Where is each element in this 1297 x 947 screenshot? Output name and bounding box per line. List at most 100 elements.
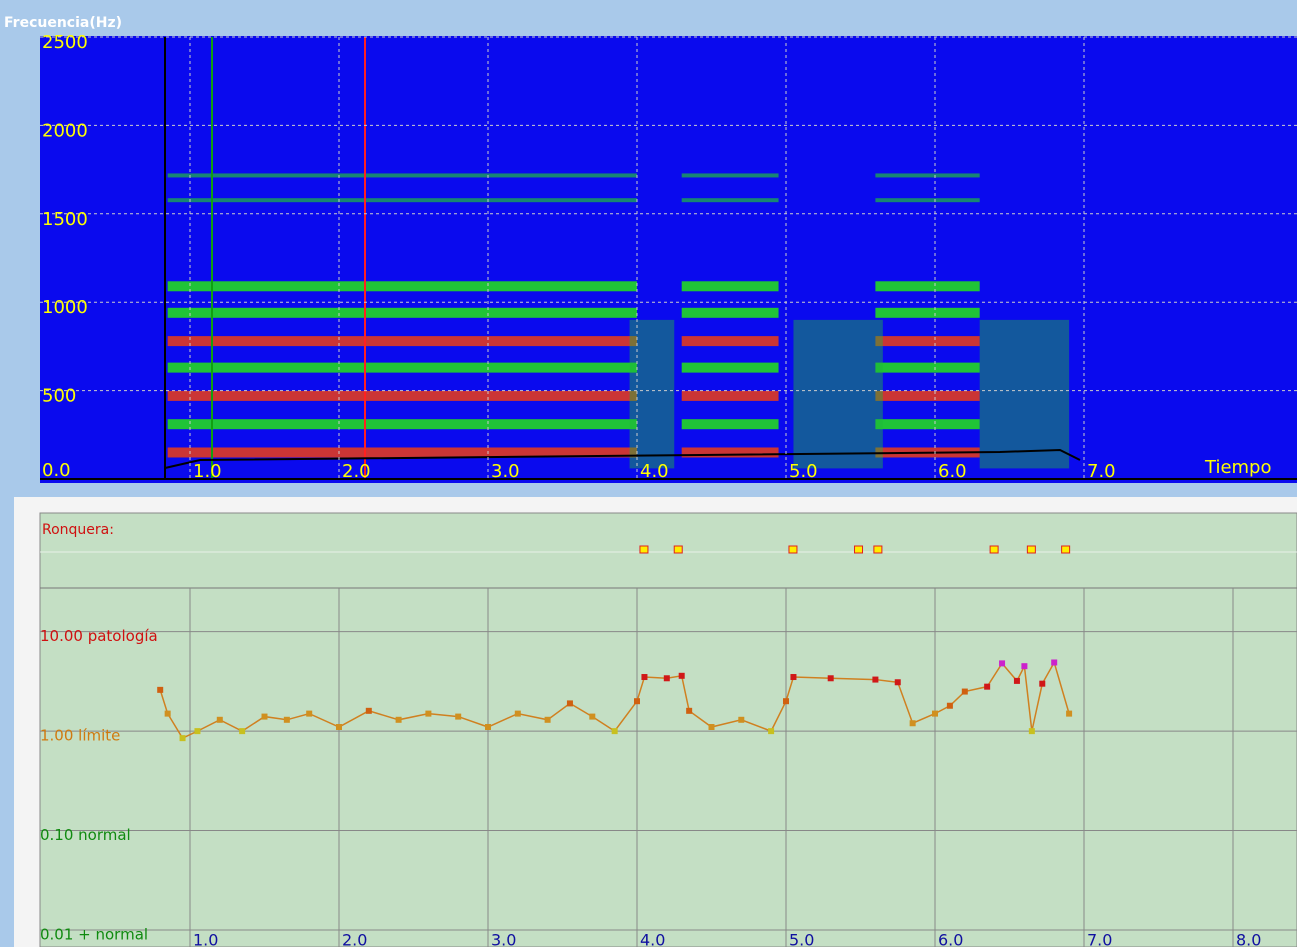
x-tick-label: 7.0: [1087, 931, 1112, 947]
hoarseness-point: [611, 728, 618, 735]
harmonic: [681, 362, 779, 373]
hoarseness-point: [566, 700, 573, 707]
y-tick-label: 0.10 normal: [40, 826, 131, 844]
harmonic: [875, 307, 980, 318]
harmonic: [167, 336, 637, 347]
hoarseness-label: Ronquera:: [42, 522, 114, 538]
harmonic: [167, 447, 637, 458]
hoarseness-event: [1061, 545, 1071, 554]
harmonic: [681, 419, 779, 430]
hoarseness-point: [164, 710, 171, 717]
harmonic: [875, 362, 980, 373]
hoarseness-point: [894, 679, 901, 686]
harmonic: [875, 281, 980, 292]
hoarseness-point: [1028, 728, 1035, 735]
hoarseness-event: [873, 545, 883, 554]
hoarseness-point: [455, 713, 462, 720]
x-tick-label: 6.0: [938, 461, 967, 482]
hoarseness-point: [194, 728, 201, 735]
hoarseness-event: [854, 545, 864, 554]
harmonic: [875, 336, 980, 347]
hoarseness-point: [827, 675, 834, 682]
y-tick-label: 1.00 límite: [40, 727, 120, 745]
hoarseness-point: [1051, 659, 1058, 666]
hoarseness-point: [425, 710, 432, 717]
spectrogram-area: [40, 36, 1297, 483]
harmonic: [681, 198, 779, 203]
hoarseness-point: [932, 710, 938, 717]
noise-region: [793, 319, 883, 469]
hoarseness-point: [239, 728, 246, 735]
harmonic: [167, 390, 637, 401]
y-tick-label: 2000: [42, 120, 88, 141]
hoarseness-point: [738, 716, 745, 723]
x-tick-label: 1.0: [193, 931, 218, 947]
harmonic: [167, 173, 637, 178]
hoarseness-point: [1039, 680, 1046, 687]
hoarseness-point: [708, 724, 715, 731]
hoarseness-point: [961, 688, 968, 695]
hoarseness-area: [39, 512, 1297, 947]
hoarseness-point: [641, 674, 648, 681]
hoarseness-point: [514, 710, 521, 717]
harmonic: [167, 419, 637, 430]
y-tick-label: 0.01 + normal: [40, 926, 148, 944]
hoarseness-event: [1026, 545, 1036, 554]
y-tick-label: 500: [42, 386, 76, 407]
x-tick-label: 1.0: [193, 461, 222, 482]
harmonic: [875, 390, 980, 401]
harmonic: [681, 281, 779, 292]
hoarseness-point: [365, 707, 372, 714]
x-tick-label: 8.0: [1236, 931, 1261, 947]
x-tick-label: 3.0: [491, 931, 516, 947]
hoarseness-point: [544, 716, 551, 723]
x-axis-label: Tiempo: [1204, 457, 1272, 478]
hoarseness-point: [946, 702, 953, 709]
hoarseness-point: [179, 735, 186, 742]
harmonic: [167, 362, 637, 373]
harmonic: [167, 307, 637, 318]
hoarseness-point: [1021, 663, 1028, 670]
hoarseness-point: [678, 672, 685, 679]
harmonic: [875, 419, 980, 430]
hoarseness-point: [872, 676, 879, 683]
x-tick-label: 4.0: [640, 461, 669, 482]
x-tick-label: 5.0: [789, 461, 818, 482]
hoarseness-event: [989, 545, 999, 554]
hoarseness-point: [909, 720, 916, 727]
harmonic: [681, 336, 779, 347]
noise-region: [979, 319, 1070, 469]
hoarseness-point: [589, 713, 596, 720]
hoarseness-chart: 1.0 2.0 3.0 4.0 5.0 6.0 7.0 8.0 10.00 patología 1…: [40, 545, 1297, 947]
harmonic: [167, 198, 637, 203]
harmonic: [681, 447, 779, 458]
hoarseness-point: [663, 675, 670, 682]
harmonic: [875, 173, 980, 178]
hoarseness-point: [1066, 710, 1073, 717]
hoarseness-event: [788, 545, 798, 554]
x-tick-label: 3.0: [491, 461, 520, 482]
window-title: Frecuencia(Hz): [4, 15, 122, 31]
hoarseness-point: [261, 713, 268, 720]
y-tick-label: 10.00 patología: [40, 627, 158, 645]
hoarseness-event: [673, 545, 683, 554]
harmonic: [681, 390, 779, 401]
x-tick-label: 5.0: [789, 931, 814, 947]
harmonic: [681, 173, 779, 178]
hoarseness-point: [686, 707, 693, 714]
harmonic: [681, 307, 779, 318]
hoarseness-point: [783, 698, 789, 705]
hoarseness-point: [999, 660, 1006, 667]
pitch-line: [164, 448, 1081, 469]
hoarseness-point: [306, 710, 313, 717]
hoarseness-point: [634, 698, 640, 705]
harmonic: [875, 198, 980, 203]
x-tick-label: 7.0: [1087, 461, 1116, 482]
hoarseness-point: [283, 716, 290, 723]
hoarseness-point: [485, 724, 491, 731]
x-tick-label: 2.0: [342, 461, 371, 482]
hoarseness-point: [1013, 677, 1020, 684]
x-tick-label: 2.0: [342, 931, 367, 947]
